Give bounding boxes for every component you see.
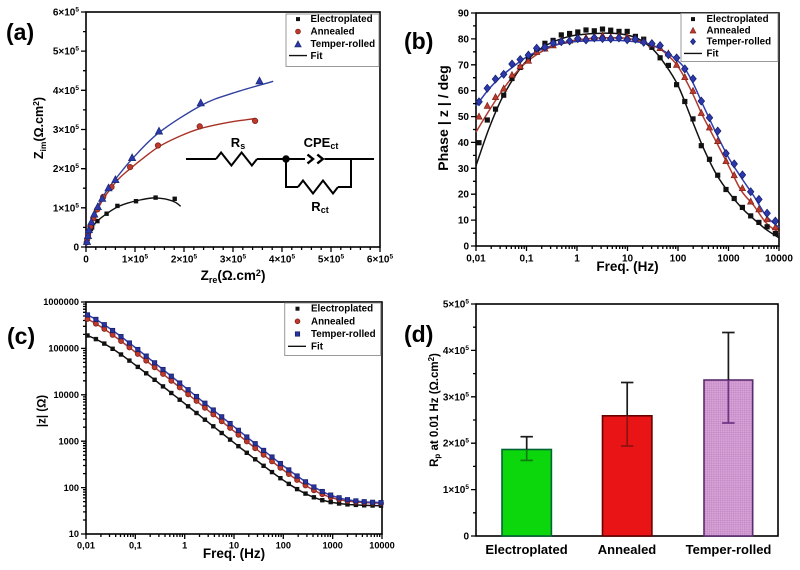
svg-text:0,01: 0,01 [466, 254, 486, 265]
svg-text:90: 90 [458, 8, 470, 19]
svg-text:(a): (a) [6, 19, 34, 45]
svg-text:30: 30 [458, 164, 470, 175]
svg-text:70: 70 [458, 60, 470, 71]
svg-text:6×105: 6×105 [367, 254, 394, 266]
svg-text:Annealed: Annealed [311, 316, 355, 327]
svg-text:100: 100 [64, 483, 79, 493]
svg-text:1×105: 1×105 [443, 484, 470, 496]
svg-text:Freq. (Hz): Freq. (Hz) [203, 546, 265, 561]
svg-text:Electroplated: Electroplated [707, 14, 769, 25]
svg-text:Annealed: Annealed [311, 27, 355, 38]
svg-text:Temper-rolled: Temper-rolled [707, 37, 772, 48]
svg-text:100000: 100000 [48, 344, 79, 354]
svg-text:0,1: 0,1 [129, 541, 142, 551]
svg-text:CPEct: CPEct [304, 135, 339, 151]
svg-text:10: 10 [69, 529, 79, 539]
svg-text:2×105: 2×105 [171, 254, 198, 266]
svg-text:80: 80 [458, 34, 470, 45]
svg-text:2×105: 2×105 [443, 438, 470, 450]
svg-text:Phase | z | / deg: Phase | z | / deg [436, 65, 452, 171]
svg-text:Fit: Fit [311, 342, 324, 353]
svg-text:1: 1 [182, 541, 187, 551]
svg-text:0,1: 0,1 [520, 254, 534, 265]
svg-text:10000: 10000 [53, 390, 79, 400]
svg-text:10000: 10000 [765, 254, 793, 265]
svg-text:3×105: 3×105 [443, 391, 470, 403]
svg-text:40: 40 [458, 138, 470, 149]
svg-text:Temper-rolled: Temper-rolled [311, 329, 376, 340]
svg-text:5×105: 5×105 [318, 254, 345, 266]
svg-text:20: 20 [458, 190, 470, 201]
svg-text:4×105: 4×105 [269, 254, 296, 266]
svg-text:Electroplated: Electroplated [311, 304, 373, 315]
svg-text:60: 60 [458, 86, 470, 97]
svg-text:10: 10 [622, 254, 634, 265]
svg-text:10: 10 [229, 541, 239, 551]
svg-text:1×105: 1×105 [53, 202, 80, 214]
svg-text:1000: 1000 [322, 541, 342, 551]
svg-text:(d): (d) [404, 321, 433, 347]
svg-text:10000: 10000 [369, 541, 395, 551]
svg-text:5×105: 5×105 [53, 46, 80, 58]
svg-text:|z| (Ω): |z| (Ω) [37, 395, 49, 427]
svg-text:1000000: 1000000 [43, 297, 79, 307]
svg-text:0: 0 [83, 255, 89, 266]
svg-text:5×105: 5×105 [443, 299, 470, 311]
svg-text:100: 100 [276, 541, 291, 551]
svg-text:Annealed: Annealed [598, 542, 657, 557]
svg-text:0: 0 [73, 243, 79, 254]
svg-text:Rp at 0.01 Hz (Ω.cm2): Rp at 0.01 Hz (Ω.cm2) [427, 353, 442, 467]
svg-text:Electroplated: Electroplated [485, 542, 567, 557]
svg-text:Fit: Fit [707, 49, 720, 60]
svg-text:Zre(Ω.cm2): Zre(Ω.cm2) [201, 268, 266, 285]
svg-text:0: 0 [463, 532, 469, 543]
svg-text:0,01: 0,01 [77, 541, 95, 551]
svg-text:(c): (c) [7, 323, 35, 349]
svg-text:1×105: 1×105 [122, 254, 149, 266]
svg-text:3×105: 3×105 [220, 254, 247, 266]
svg-text:Electroplated: Electroplated [311, 14, 373, 25]
svg-text:6×105: 6×105 [53, 7, 80, 19]
svg-text:4×105: 4×105 [53, 85, 80, 97]
svg-text:1: 1 [574, 254, 580, 265]
svg-text:0: 0 [463, 242, 469, 253]
svg-text:Temper-rolled: Temper-rolled [686, 542, 772, 557]
svg-text:100: 100 [670, 254, 687, 265]
svg-text:10: 10 [458, 216, 470, 227]
svg-text:Fit: Fit [311, 51, 324, 62]
svg-text:Annealed: Annealed [707, 25, 751, 36]
svg-text:3×105: 3×105 [53, 124, 80, 136]
svg-text:Freq. (Hz): Freq. (Hz) [596, 259, 658, 274]
svg-text:(b): (b) [404, 28, 433, 54]
svg-text:Temper-rolled: Temper-rolled [311, 39, 376, 50]
svg-text:50: 50 [458, 112, 470, 123]
svg-text:2×105: 2×105 [53, 163, 80, 175]
svg-text:1000: 1000 [59, 436, 79, 446]
svg-text:1000: 1000 [717, 254, 740, 265]
svg-text:4×105: 4×105 [443, 345, 470, 357]
